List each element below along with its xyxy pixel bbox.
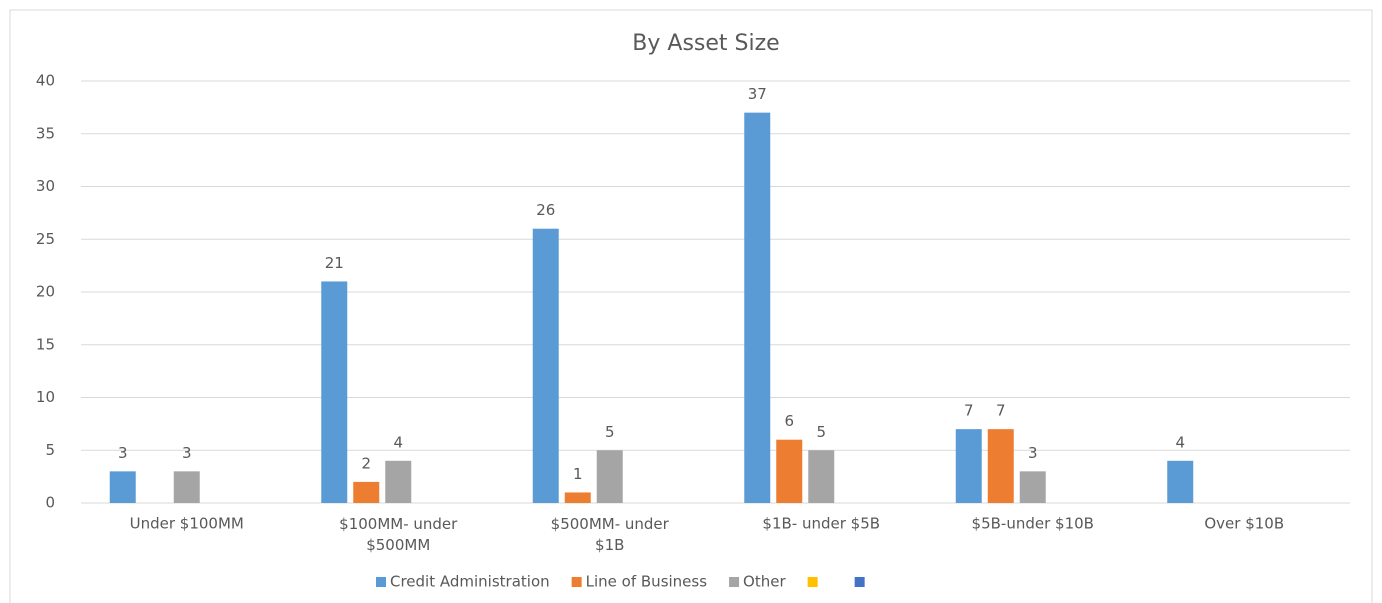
- data-label: 21: [325, 254, 344, 272]
- x-tick-label: $100MM- under $500MM: [339, 515, 458, 554]
- bar: [564, 492, 591, 503]
- y-tick-label: 0: [45, 494, 55, 512]
- y-tick-label: 25: [36, 230, 55, 248]
- data-label: 7: [996, 402, 1006, 420]
- y-tick-label: 20: [36, 283, 55, 301]
- legend-label: Line of Business: [586, 573, 708, 591]
- bar: [1019, 471, 1046, 503]
- bar: [173, 471, 200, 503]
- data-label: 5: [816, 423, 826, 441]
- y-tick-label: 30: [36, 177, 55, 195]
- legend-swatch: [729, 577, 740, 587]
- y-tick-label: 10: [36, 388, 55, 406]
- bar: [109, 471, 136, 503]
- data-label: 4: [1175, 433, 1185, 451]
- bar: [808, 450, 835, 503]
- bar: [776, 439, 803, 503]
- bar: [955, 429, 982, 503]
- legend-swatch: [376, 577, 386, 587]
- data-label: 3: [118, 444, 128, 462]
- legend-swatch: [854, 577, 865, 587]
- x-tick-label: $500MM- under $1B: [551, 515, 670, 554]
- chart-title: By Asset Size: [632, 31, 779, 56]
- data-label: 7: [964, 402, 974, 420]
- bar: [385, 460, 412, 503]
- y-tick-label: 35: [36, 124, 55, 142]
- bar: [744, 112, 771, 504]
- legend-swatch: [807, 577, 818, 587]
- data-label: 2: [361, 454, 371, 472]
- legend-label: Other: [743, 573, 786, 591]
- x-tick-label: $1B- under $5B: [762, 515, 880, 533]
- data-label: 37: [748, 85, 767, 103]
- y-tick-label: 15: [36, 335, 55, 353]
- data-label: 3: [1028, 444, 1038, 462]
- legend-swatch: [571, 577, 582, 587]
- x-tick-label: Under $100MM: [130, 515, 244, 533]
- bar: [596, 450, 623, 503]
- data-label: 1: [573, 465, 583, 483]
- bar: [321, 281, 348, 503]
- data-label: 4: [393, 433, 403, 451]
- bar: [353, 481, 380, 503]
- data-label: 5: [605, 423, 615, 441]
- bar: [532, 228, 559, 503]
- data-label: 3: [182, 444, 192, 462]
- legend-label: Credit Administration: [390, 573, 550, 591]
- bar: [987, 429, 1014, 503]
- data-label: 26: [536, 201, 555, 219]
- chart-frame: [9, 9, 1373, 603]
- bar: [1167, 460, 1194, 503]
- x-tick-label: Over $10B: [1204, 515, 1284, 533]
- y-tick-label: 5: [45, 441, 55, 459]
- y-tick-label: 40: [36, 72, 55, 90]
- x-tick-label: $5B-under $10B: [972, 515, 1094, 533]
- data-label: 6: [784, 412, 794, 430]
